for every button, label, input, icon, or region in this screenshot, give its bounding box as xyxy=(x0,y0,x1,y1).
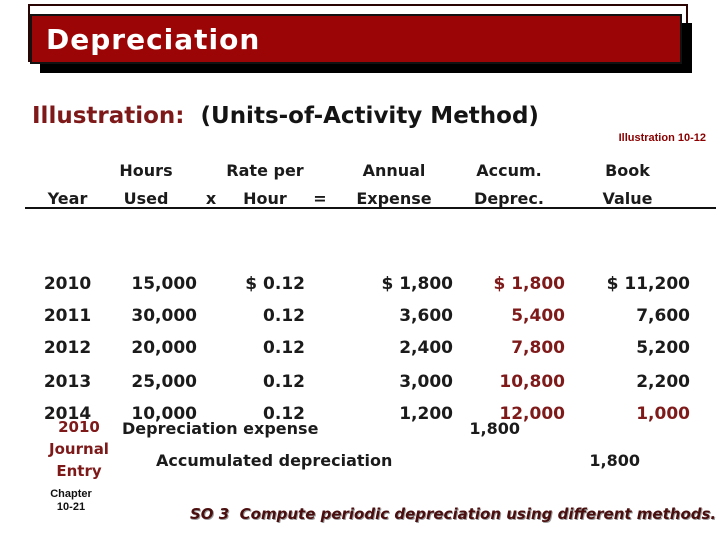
cell-book-value: 2,200 xyxy=(636,372,690,392)
study-objective-line: SO 3 Compute periodic depreciation using… xyxy=(190,505,717,523)
cell-rate-per-hour: $ 0.12 xyxy=(245,274,305,294)
cell-rate-per-hour: 0.12 xyxy=(263,306,305,326)
cell-hours-used: 25,000 xyxy=(131,372,197,392)
cell-accum-deprec: $ 1,800 xyxy=(493,274,565,294)
cell-book-value: $ 11,200 xyxy=(606,274,690,294)
col-header-annual-1: Annual xyxy=(362,160,426,180)
journal-label-line3: Entry xyxy=(56,462,102,480)
heading: Illustration: (Units-of-Activity Method) xyxy=(32,103,539,129)
table-header-rule xyxy=(25,207,716,209)
table-body: 2010 15,000 $ 0.12 $ 1,800 $ 1,800 $ 11,… xyxy=(40,268,690,430)
cell-annual-expense: 3,600 xyxy=(399,306,453,326)
slide-title: Depreciation xyxy=(46,22,261,56)
cell-hours-used: 20,000 xyxy=(131,338,197,358)
col-header-book-1: Book xyxy=(605,160,650,180)
col-header-accum-1: Accum. xyxy=(476,160,542,180)
cell-annual-expense: 1,200 xyxy=(399,404,453,424)
col-header-hours-1: Hours xyxy=(119,160,173,180)
table-header-line1: Hours Rate per Annual Accum. Book xyxy=(40,156,690,184)
journal-label-line1: 2010 xyxy=(58,418,100,436)
cell-year: 2011 xyxy=(43,306,92,326)
journal-entry-label: 2010 Journal Entry xyxy=(42,416,116,482)
illustration-ref: Illustration 10-12 xyxy=(618,132,706,144)
cell-year: 2013 xyxy=(43,372,92,392)
table-row-2013: 2013 25,000 0.12 3,000 10,800 2,200 xyxy=(40,366,690,398)
cell-annual-expense: $ 1,800 xyxy=(381,274,453,294)
col-header-rate-2: Hour xyxy=(243,188,287,208)
journal-label-line2: Journal xyxy=(49,440,109,458)
journal-debit-account: Depreciation expense xyxy=(122,419,319,438)
cell-annual-expense: 3,000 xyxy=(399,372,453,392)
chapter-line2: 10-21 xyxy=(56,501,86,513)
heading-method-label: (Units-of-Activity Method) xyxy=(200,103,539,129)
col-header-rate-1: Rate per xyxy=(226,160,304,180)
table-row-2014: 2014 10,000 0.12 1,200 12,000 1,000 xyxy=(40,398,690,430)
journal-credit-account: Accumulated depreciation xyxy=(156,451,393,470)
cell-accum-deprec: 10,800 xyxy=(499,372,565,392)
chapter-line1: Chapter xyxy=(50,488,92,500)
table-row-2012: 2012 20,000 0.12 2,400 7,800 5,200 xyxy=(40,332,690,364)
cell-book-value: 7,600 xyxy=(636,306,690,326)
col-header-annual-2: Expense xyxy=(356,188,432,208)
cell-accum-deprec: 12,000 xyxy=(499,404,565,424)
cell-rate-per-hour: 0.12 xyxy=(263,372,305,392)
cell-accum-deprec: 5,400 xyxy=(511,306,565,326)
cell-hours-used: 10,000 xyxy=(131,404,197,424)
cell-book-value: 1,000 xyxy=(636,404,690,424)
title-bar: Depreciation xyxy=(30,14,682,64)
col-header-book-2: Value xyxy=(602,188,653,208)
cell-hours-used: 30,000 xyxy=(131,306,197,326)
cell-accum-deprec: 7,800 xyxy=(511,338,565,358)
table-header-line2: Year Used x Hour = Expense Deprec. Value xyxy=(40,184,690,212)
col-header-accum-2: Deprec. xyxy=(474,188,544,208)
cell-year: 2010 xyxy=(43,274,92,294)
cell-year: 2014 xyxy=(43,404,92,424)
cell-year: 2012 xyxy=(43,338,92,358)
cell-hours-used: 15,000 xyxy=(131,274,197,294)
cell-annual-expense: 2,400 xyxy=(399,338,453,358)
col-header-year-2: Year xyxy=(47,188,88,208)
journal-credit-amount: 1,800 xyxy=(589,451,640,470)
journal-debit-amount: 1,800 xyxy=(469,419,520,438)
cell-book-value: 5,200 xyxy=(636,338,690,358)
depreciation-table: Hours Rate per Annual Accum. Book Year U… xyxy=(40,156,690,430)
table-row-2010: 2010 15,000 $ 0.12 $ 1,800 $ 1,800 $ 11,… xyxy=(40,268,690,300)
col-header-hours-2: Used xyxy=(123,188,169,208)
cell-rate-per-hour: 0.12 xyxy=(263,338,305,358)
col-header-eq-2: = xyxy=(313,188,327,208)
chapter-label: Chapter 10-21 xyxy=(38,488,104,514)
cell-rate-per-hour: 0.12 xyxy=(263,404,305,424)
table-row-2011: 2011 30,000 0.12 3,600 5,400 7,600 xyxy=(40,300,690,332)
col-header-x-2: x xyxy=(205,188,217,208)
heading-illustration-label: Illustration: xyxy=(32,103,185,129)
